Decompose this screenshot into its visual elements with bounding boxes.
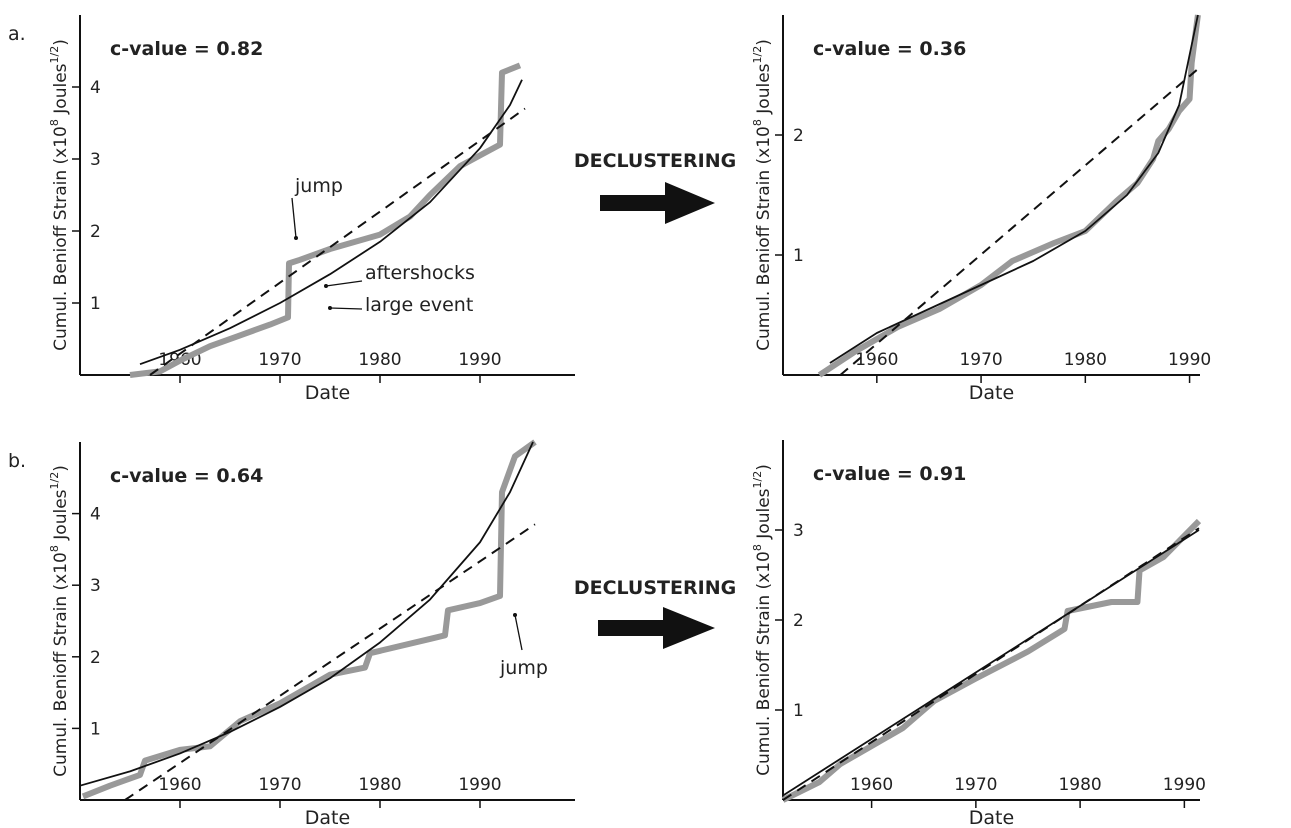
y-axis-label-part: 8 <box>751 119 764 126</box>
subtitle: c-value = 0.91 <box>813 463 966 485</box>
x-tick-label: 1970 <box>258 775 301 795</box>
subtitle: c-value = 0.36 <box>813 38 966 60</box>
y-axis-label-part: 1/2 <box>751 471 764 489</box>
x-tick-label: 1990 <box>1168 350 1211 370</box>
data-series <box>81 439 537 800</box>
fit-line <box>79 441 534 787</box>
x-tick-label: 1960 <box>850 775 893 795</box>
x-tick-label: 1970 <box>258 350 301 370</box>
annotation-arrow <box>514 614 523 651</box>
arrow <box>600 182 715 224</box>
data-series <box>129 62 522 378</box>
y-axis-label-part: ) <box>754 464 774 471</box>
y-axis-label: Cumul. Benioff Strain (x108 Joules1/2) <box>48 465 71 777</box>
y-tick-label: 1 <box>90 294 101 314</box>
x-tick-label: 1970 <box>959 350 1002 370</box>
annotation-arrow <box>329 307 363 310</box>
arrow <box>598 607 715 649</box>
x-tick-label: 1980 <box>358 775 401 795</box>
panel-label: b. <box>8 450 26 472</box>
annotation: jump <box>499 657 548 679</box>
y-tick-label: 2 <box>90 222 101 242</box>
y-axis-label-part: Cumul. Benioff Strain (x10 <box>754 551 774 776</box>
subtitle: c-value = 0.64 <box>110 465 263 487</box>
x-tick-label: 1960 <box>855 350 898 370</box>
y-axis-label-part: Cumul. Benioff Strain (x10 <box>51 552 71 777</box>
y-axis-label-part: Joules <box>754 488 774 544</box>
arrow-label: DECLUSTERING <box>574 577 736 599</box>
fit-line <box>782 527 1200 801</box>
x-tick-label: 1980 <box>1064 350 1107 370</box>
y-axis-label-part: 1/2 <box>48 472 61 490</box>
y-axis-label-part: 1/2 <box>751 46 764 64</box>
y-tick-label: 1 <box>793 246 804 266</box>
y-axis-label-part: Cumul. Benioff Strain (x10 <box>51 126 71 351</box>
annotation-arrowhead <box>328 306 332 310</box>
arrow-label: DECLUSTERING <box>574 150 736 172</box>
fit-line <box>829 14 1199 364</box>
y-tick-label: 1 <box>90 719 101 739</box>
y-axis-label-part: 8 <box>48 119 61 126</box>
fit-line <box>139 79 523 366</box>
y-tick-label: 2 <box>793 611 804 631</box>
x-tick-label: 1970 <box>954 775 997 795</box>
y-axis-label-part: ) <box>51 465 71 472</box>
x-tick-label: 1960 <box>158 775 201 795</box>
y-axis-label: Cumul. Benioff Strain (x108 Joules1/2) <box>751 464 774 776</box>
annotation: jump <box>294 175 343 197</box>
y-axis-label-part: ) <box>51 39 71 46</box>
y-axis-label-part: Cumul. Benioff Strain (x10 <box>754 126 774 351</box>
y-axis-label: Cumul. Benioff Strain (x108 Joules1/2) <box>48 39 71 351</box>
fit-line <box>149 107 526 376</box>
y-tick-label: 3 <box>90 576 101 596</box>
x-tick-label: 1990 <box>1163 775 1206 795</box>
y-tick-label: 1 <box>793 701 804 721</box>
y-tick-label: 3 <box>90 150 101 170</box>
y-tick-label: 3 <box>793 521 804 541</box>
data-series <box>817 14 1201 378</box>
x-tick-label: 1980 <box>358 350 401 370</box>
y-tick-label: 2 <box>90 648 101 668</box>
subtitle: c-value = 0.82 <box>110 38 263 60</box>
fit-line <box>782 529 1200 797</box>
fit-line <box>124 523 536 801</box>
panel-label: a. <box>8 23 26 45</box>
annotation-arrowhead <box>324 284 328 288</box>
y-axis-label-part: 8 <box>48 545 61 552</box>
x-axis-label: Date <box>305 807 350 828</box>
y-tick-label: 2 <box>793 126 804 146</box>
fit-line <box>839 68 1199 376</box>
x-tick-label: 1990 <box>458 350 501 370</box>
y-tick-label: 4 <box>90 78 101 98</box>
y-axis-label: Cumul. Benioff Strain (x108 Joules1/2) <box>751 39 774 351</box>
data-series <box>781 518 1202 803</box>
y-axis-label-part: ) <box>754 39 774 46</box>
annotation: large event <box>365 294 473 316</box>
y-axis-label-part: Joules <box>754 63 774 119</box>
x-axis-label: Date <box>969 382 1014 404</box>
y-tick-label: 4 <box>90 505 101 525</box>
y-axis-label-part: 1/2 <box>48 46 61 64</box>
x-tick-label: 1990 <box>458 775 501 795</box>
annotation-arrowhead <box>294 236 298 240</box>
annotation: aftershocks <box>365 262 475 284</box>
annotation-arrowhead <box>513 613 517 617</box>
annotation-arrow <box>291 197 297 239</box>
y-axis-label-part: Joules <box>51 489 71 545</box>
x-tick-label: 1980 <box>1058 775 1101 795</box>
y-axis-label-part: Joules <box>51 63 71 119</box>
y-axis-label-part: 8 <box>751 544 764 551</box>
x-axis-label: Date <box>305 382 350 404</box>
x-axis-label: Date <box>969 807 1014 828</box>
annotation-arrow <box>325 280 363 287</box>
